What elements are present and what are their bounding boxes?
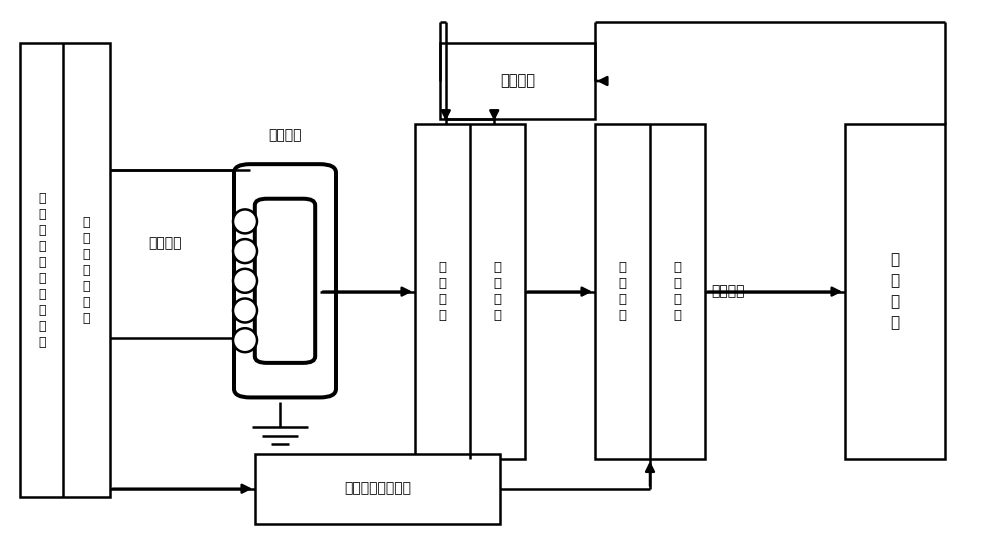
Ellipse shape (233, 239, 257, 263)
Text: 电压输出: 电压输出 (711, 285, 745, 299)
Text: 零
点
测
量: 零 点 测 量 (494, 261, 502, 322)
Bar (255, 454, 500, 524)
Text: 反馈电路: 反馈电路 (500, 73, 535, 89)
Text: 积
分
电
路: 积 分 电 路 (618, 261, 626, 322)
FancyBboxPatch shape (255, 199, 315, 363)
Text: 同步检波控制电路: 同步检波控制电路 (344, 482, 411, 496)
FancyBboxPatch shape (234, 164, 336, 397)
Text: 控
制
电
路: 控 制 电 路 (438, 261, 446, 322)
Text: 信号线圈: 信号线圈 (268, 128, 302, 142)
Text: 间
歇
脉
冲
电
压
激
励
电
路: 间 歇 脉 冲 电 压 激 励 电 路 (39, 192, 46, 348)
Text: 激励线圈: 激励线圈 (148, 236, 182, 250)
Bar (595, 124, 705, 459)
Text: 微
处
理
机: 微 处 理 机 (890, 253, 900, 330)
Bar (415, 124, 525, 459)
Text: 低
功
耗
、
双
极
性: 低 功 耗 、 双 极 性 (83, 215, 90, 325)
Bar (20, 43, 110, 497)
Ellipse shape (233, 210, 257, 233)
Bar (440, 43, 595, 119)
Bar (845, 124, 945, 459)
Text: 放
大
检
波: 放 大 检 波 (674, 261, 682, 322)
Ellipse shape (233, 269, 257, 293)
Ellipse shape (233, 328, 257, 352)
Ellipse shape (233, 299, 257, 322)
